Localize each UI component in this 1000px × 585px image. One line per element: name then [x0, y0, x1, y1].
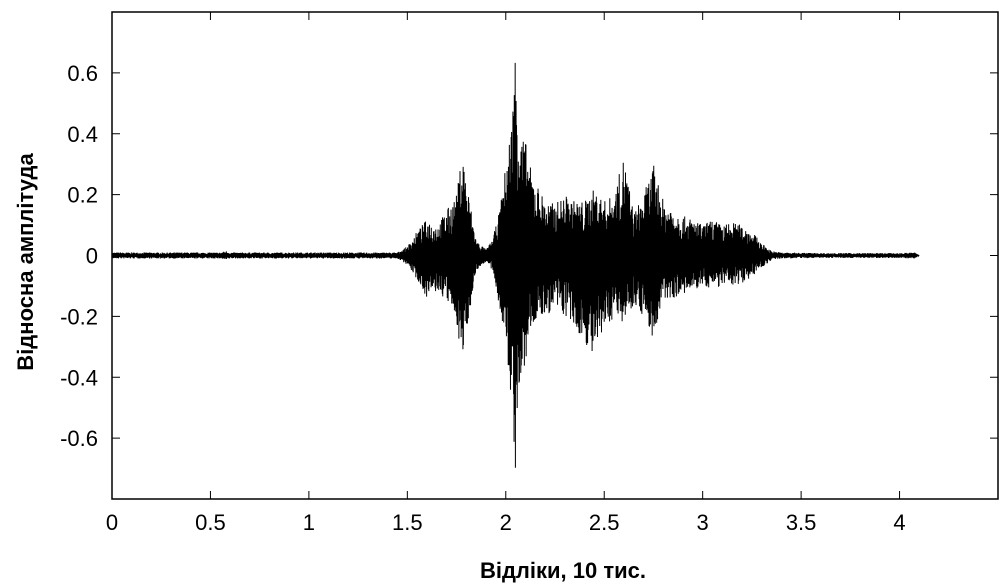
x-tick-label: 3: [697, 510, 709, 535]
waveform-series: [111, 62, 920, 468]
plot-frame: [111, 11, 999, 500]
x-tick-label: 0.5: [195, 510, 226, 535]
y-axis-ticks: 0.6 0.4 0.2 0 -0.2 -0.4 -0.6: [60, 61, 998, 451]
x-tick-label: 2: [500, 510, 512, 535]
x-tick-label: 1: [303, 510, 315, 535]
y-tick-label: -0.4: [60, 365, 98, 390]
y-axis-label: Відносна амплітуда: [13, 153, 38, 371]
y-tick-label: 0: [86, 244, 98, 269]
y-tick-label: 0.2: [67, 183, 98, 208]
x-tick-label: 3.5: [786, 510, 817, 535]
y-tick-label: -0.6: [60, 426, 98, 451]
y-tick-label: -0.2: [60, 304, 98, 329]
x-tick-label: 2.5: [589, 510, 620, 535]
y-tick-label: 0.6: [67, 61, 98, 86]
x-axis-ticks: 0 0.5 1 1.5 2 2.5 3 3.5 4: [106, 12, 906, 535]
x-tick-label: 0: [106, 510, 118, 535]
x-axis-label: Відліки, 10 тис.: [480, 558, 646, 583]
x-tick-label: 4: [893, 510, 905, 535]
y-tick-label: 0.4: [67, 122, 98, 147]
x-tick-label: 1.5: [392, 510, 423, 535]
